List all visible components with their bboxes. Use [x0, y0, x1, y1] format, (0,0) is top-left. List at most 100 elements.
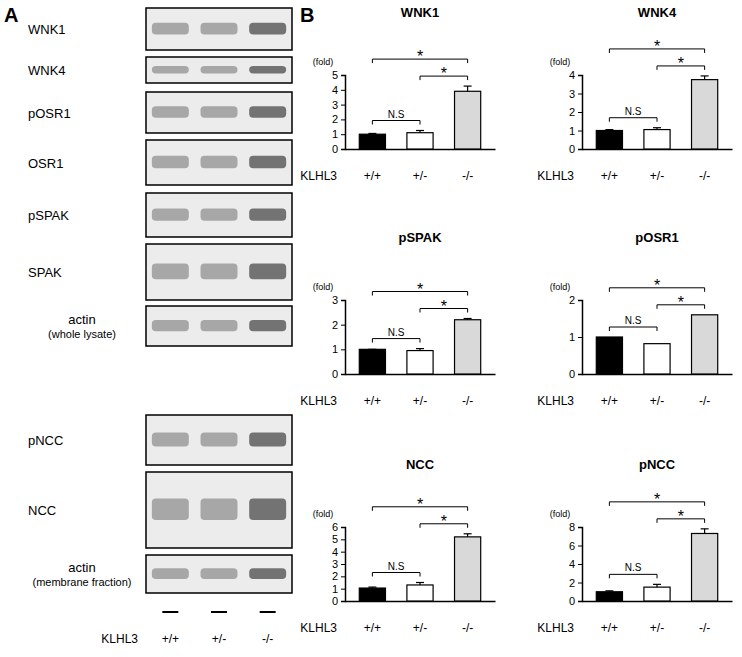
significance-bracket: N.S	[372, 561, 420, 577]
y-tick-mark	[341, 576, 345, 577]
bracket-text: *	[678, 294, 684, 311]
y-tick-mark	[578, 75, 582, 76]
y-tick-mark	[341, 90, 345, 91]
bracket-text: *	[678, 508, 684, 525]
y-tick: 1	[332, 343, 345, 355]
y-tick: 1	[332, 128, 345, 140]
y-tick-mark	[341, 75, 345, 76]
y-tick: 4	[332, 84, 345, 96]
y-tick-label: 4	[332, 84, 338, 96]
x-axis: +/++/--/-	[583, 149, 733, 183]
significance-bracket: *	[609, 277, 704, 294]
y-tick-mark	[341, 374, 345, 375]
chart-title: pNCC	[639, 457, 676, 472]
blot-background	[146, 244, 292, 300]
bracket-text: *	[654, 38, 660, 55]
plot-area	[359, 319, 480, 375]
x-axis-label: KLHL3	[537, 169, 574, 183]
bar	[455, 320, 481, 374]
significance-bracket: N.S	[372, 327, 420, 343]
bracket-text: N.S	[625, 562, 642, 573]
plot-area	[359, 534, 480, 601]
error-bar	[653, 128, 661, 130]
y-tick-mark	[341, 300, 345, 301]
y-axis-label: (fold)	[313, 57, 334, 67]
bar	[407, 585, 433, 601]
y-tick: 1	[569, 125, 582, 137]
y-tick-mark	[341, 134, 345, 135]
blot-band	[201, 208, 238, 220]
x-tick: +/+	[601, 601, 618, 635]
significance-bracket: *	[372, 496, 467, 513]
blot-row: OSR1	[28, 140, 292, 185]
blot-band	[152, 320, 189, 331]
y-tick-mark	[341, 589, 345, 590]
chart-title: WNK1	[401, 5, 439, 20]
y-tick-mark	[578, 564, 582, 565]
blot-band	[201, 499, 238, 520]
genotype-label: KLHL3	[101, 632, 138, 646]
bracket-text: *	[678, 55, 684, 72]
bar	[644, 344, 670, 374]
blot-row: actin(whole lysate)	[48, 306, 292, 346]
error-bar-stem	[704, 529, 705, 534]
y-tick-label: 4	[569, 69, 575, 81]
error-bar-cap	[416, 130, 424, 131]
y-tick-mark	[341, 552, 345, 553]
y-axis: 012	[569, 294, 583, 380]
y-axis-label: (fold)	[313, 509, 334, 519]
blot-band	[249, 106, 286, 117]
y-tick: 0	[569, 595, 582, 607]
bar-chart: WNK1012345(fold)+/++/--/-KLHL3N.S**	[300, 5, 495, 183]
bar-chart: WNK401234(fold)+/++/--/-KLHL3N.S**	[537, 5, 732, 183]
bracket-line	[609, 574, 657, 578]
y-tick: 5	[332, 69, 345, 81]
x-axis: +/++/--/-	[346, 601, 496, 635]
blot-band	[201, 320, 238, 331]
y-tick-mark	[341, 527, 345, 528]
error-bar-cap	[605, 129, 613, 130]
y-tick-label: 0	[332, 595, 338, 607]
chart-title: pSPAK	[398, 230, 442, 245]
blot-band	[201, 106, 238, 117]
blot-row: pOSR1	[28, 92, 292, 133]
x-tick: +/-	[650, 374, 664, 408]
blot-label: (membrane fraction)	[32, 576, 131, 588]
x-tick-label: +/+	[601, 621, 618, 635]
x-tick: +/+	[364, 149, 381, 183]
blot-row: SPAK	[28, 244, 292, 300]
y-tick: 2	[569, 106, 582, 118]
y-tick-mark	[341, 564, 345, 565]
blot-background	[146, 57, 292, 83]
y-tick-label: 3	[332, 294, 338, 306]
y-axis: 012345	[332, 69, 346, 155]
y-tick-mark	[341, 149, 345, 150]
y-tick: 1	[332, 583, 345, 595]
bar	[596, 131, 622, 150]
y-axis-label: (fold)	[550, 282, 571, 292]
error-bar-cap	[368, 133, 376, 134]
panel-label: B	[300, 4, 314, 26]
bar	[644, 130, 670, 149]
y-axis: 0123	[332, 294, 346, 380]
blot-background	[146, 306, 292, 346]
y-tick-label: 3	[332, 558, 338, 570]
error-bar	[464, 319, 472, 320]
bar	[359, 349, 385, 374]
x-tick-label: +/+	[601, 169, 618, 183]
blot-row: pSPAK	[28, 193, 292, 237]
x-tick: +/-	[413, 149, 427, 183]
error-bar-stem	[467, 86, 468, 91]
blot-panel: WNK1WNK4pOSR1OSR1pSPAKSPAKactin(whole ly…	[28, 8, 292, 646]
bar-chart: pOSR1012(fold)+/++/--/-KLHL3N.S**	[537, 230, 732, 408]
blot-band	[201, 264, 238, 280]
blot-band	[152, 23, 189, 35]
significance-bracket: *	[657, 508, 705, 525]
lane-dash	[260, 611, 276, 613]
y-tick-label: 0	[569, 143, 575, 155]
x-tick-label: +/+	[364, 394, 381, 408]
significance-bracket: *	[420, 298, 468, 315]
error-bar	[701, 76, 709, 80]
blot-band	[249, 208, 286, 220]
x-tick-label: +/-	[413, 394, 427, 408]
